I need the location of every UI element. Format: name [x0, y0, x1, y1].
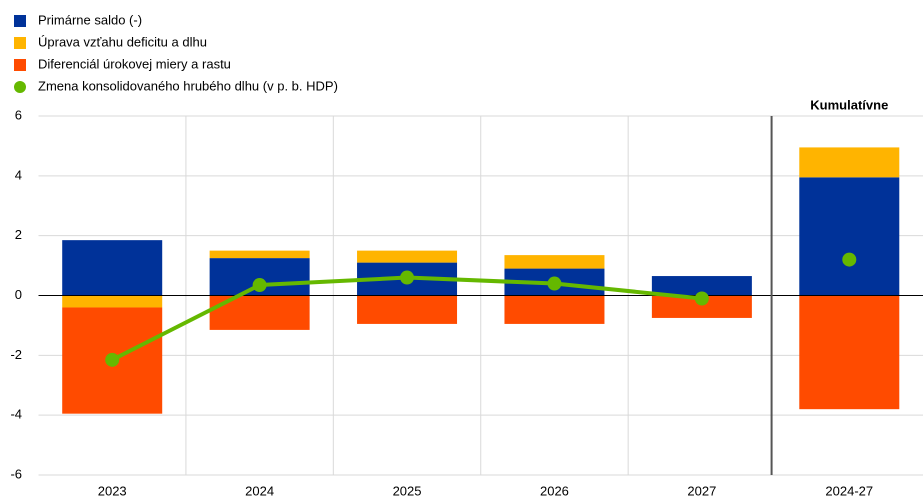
- y-tick-label: 2: [15, 227, 22, 242]
- legend-label: Diferenciál úrokovej miery a rastu: [38, 56, 231, 71]
- x-tick-label: 2026: [540, 483, 569, 498]
- line-segment: [259, 275, 408, 288]
- annotation: Kumulatívne: [810, 97, 888, 112]
- bar-segment: [651, 276, 752, 296]
- legend-swatch: [14, 37, 26, 49]
- bar-segment: [799, 147, 900, 178]
- y-tick-label: -4: [10, 407, 22, 422]
- legend-swatch: [14, 15, 26, 27]
- bar-segment: [357, 250, 458, 263]
- bar-segment: [504, 295, 605, 324]
- line-marker: [400, 270, 415, 285]
- y-tick-label: 6: [15, 107, 22, 122]
- x-tick-label: 2023: [98, 483, 127, 498]
- legend-label: Zmena konsolidovaného hrubého dlhu (v p.…: [38, 78, 338, 93]
- y-tick-label: -2: [10, 347, 22, 362]
- line-marker: [252, 278, 267, 293]
- bar-segment: [209, 250, 310, 259]
- bar-segment: [504, 255, 605, 269]
- bar-segment: [62, 240, 163, 296]
- legend-swatch: [14, 59, 26, 71]
- x-tick-label: 2024: [245, 483, 274, 498]
- line-segment: [406, 275, 555, 286]
- line-marker: [842, 252, 857, 267]
- bar-segment: [651, 295, 752, 318]
- line-marker: [694, 291, 709, 306]
- y-tick-label: 0: [15, 287, 22, 302]
- line-segment: [554, 281, 703, 301]
- bar-segment: [62, 295, 163, 308]
- y-tick-label: -6: [10, 466, 22, 481]
- y-tick-label: 4: [15, 167, 22, 182]
- bar-segment: [799, 177, 900, 296]
- x-tick-label: 2027: [687, 483, 716, 498]
- legend-marker: [14, 81, 26, 93]
- line-segment: [111, 283, 261, 362]
- line-marker: [105, 352, 120, 367]
- legend-label: Primárne saldo (-): [38, 12, 142, 27]
- bar-segment: [799, 295, 900, 410]
- x-tick-label: 2024-27: [825, 483, 873, 498]
- line-marker: [547, 276, 562, 291]
- bar-segment: [357, 295, 458, 324]
- legend-label: Úprava vzťahu deficitu a dlhu: [38, 34, 207, 49]
- x-tick-label: 2025: [393, 483, 422, 498]
